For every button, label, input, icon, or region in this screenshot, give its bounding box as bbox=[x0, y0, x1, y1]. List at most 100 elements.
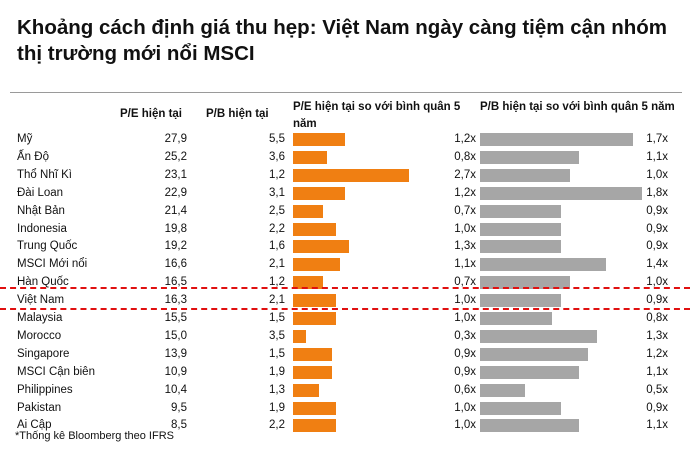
pb-relative-bar bbox=[480, 133, 633, 146]
pb-value: 1,2 bbox=[269, 276, 285, 289]
country-name: MSCI Mới nổi bbox=[17, 258, 88, 271]
pe-relative-bar bbox=[293, 222, 336, 236]
pe-relative-label: 2,7x bbox=[454, 168, 476, 181]
pe-value: 27,9 bbox=[164, 133, 187, 145]
table-row: Ai Cập 8,5 2,2 1,0x 1,1x bbox=[0, 417, 690, 434]
country-name: Ấn Độ bbox=[17, 150, 49, 163]
pb-relative-label: 1,3x bbox=[646, 329, 668, 342]
table-row: MSCI Cận biên 10,9 1,9 0,9x 1,1x bbox=[0, 364, 690, 381]
pb-relative-label: 1,8x bbox=[646, 186, 668, 199]
pb-relative-bar bbox=[480, 168, 570, 182]
pe-relative-bar bbox=[293, 401, 336, 415]
pb-value: 1,2 bbox=[269, 168, 285, 181]
pe-relative-label: 0,7x bbox=[454, 204, 476, 217]
country-name: Singapore bbox=[17, 347, 70, 360]
header-pb: P/B hiện tại bbox=[206, 108, 269, 120]
pb-value: 5,5 bbox=[269, 133, 285, 145]
pe-relative-label: 0,9x bbox=[454, 347, 476, 360]
table-row: Philippines 10,4 1,3 0,6x 0,5x bbox=[0, 382, 690, 399]
pe-value: 23,1 bbox=[164, 168, 187, 181]
country-name: Đài Loan bbox=[17, 186, 64, 199]
pb-relative-label: 1,1x bbox=[646, 150, 668, 163]
country-name: Philippines bbox=[17, 383, 73, 396]
pb-relative-bar bbox=[480, 329, 597, 343]
pe-value: 16,5 bbox=[164, 276, 187, 289]
pb-relative-bar bbox=[480, 419, 579, 433]
pb-relative-label: 1,1x bbox=[646, 365, 668, 378]
pe-relative-bar bbox=[293, 419, 336, 433]
pe-relative-label: 1,2x bbox=[454, 186, 476, 199]
pb-relative-bar bbox=[480, 347, 588, 361]
pb-value: 1,3 bbox=[269, 383, 285, 396]
pb-value: 3,1 bbox=[269, 186, 285, 199]
pb-relative-label: 0,9x bbox=[646, 401, 668, 414]
pe-relative-label: 1,1x bbox=[454, 258, 476, 271]
pb-relative-label: 0,9x bbox=[646, 240, 668, 253]
pe-value: 22,9 bbox=[164, 186, 187, 199]
pe-value: 8,5 bbox=[171, 419, 187, 432]
pb-value: 1,6 bbox=[269, 240, 285, 253]
pe-relative-bar bbox=[293, 204, 324, 218]
country-name: Hàn Quốc bbox=[17, 276, 69, 289]
pe-value: 9,5 bbox=[171, 401, 187, 414]
pb-relative-bar bbox=[480, 222, 561, 236]
header-rule bbox=[10, 92, 682, 93]
pe-relative-bar bbox=[293, 133, 345, 146]
country-name: MSCI Cận biên bbox=[17, 365, 95, 378]
pe-value: 19,8 bbox=[164, 222, 187, 235]
country-name: Malaysia bbox=[17, 312, 63, 324]
table-row: Malaysia 15,5 1,5 1,0x 0,8x bbox=[0, 310, 690, 327]
chart-title: Khoảng cách định giá thu hẹp: Việt Nam n… bbox=[17, 16, 668, 65]
pb-value: 2,5 bbox=[269, 204, 285, 217]
pb-value: 3,6 bbox=[269, 150, 285, 163]
pe-relative-bar bbox=[293, 240, 349, 254]
table-row: Indonesia 19,8 2,2 1,0x 0,9x bbox=[0, 221, 690, 238]
pb-relative-bar bbox=[480, 383, 525, 397]
pb-relative-label: 0,5x bbox=[646, 383, 668, 396]
country-name: Morocco bbox=[17, 329, 62, 342]
table-row: Pakistan 9,5 1,9 1,0x 0,9x bbox=[0, 400, 690, 417]
pe-relative-bar bbox=[293, 258, 341, 272]
pe-relative-label: 1,0x bbox=[454, 401, 476, 414]
pe-value: 10,4 bbox=[164, 383, 187, 396]
pe-relative-label: 1,3x bbox=[454, 240, 476, 253]
pb-relative-label: 1,4x bbox=[646, 258, 668, 271]
pe-relative-label: 0,3x bbox=[454, 329, 476, 342]
header-pb-relative: P/B hiện tại so với bình quân 5 năm bbox=[480, 101, 675, 113]
pb-value: 2,2 bbox=[269, 419, 285, 432]
pb-relative-bar bbox=[480, 312, 552, 325]
table-row: Hàn Quốc 16,5 1,2 0,7x 1,0x bbox=[0, 274, 690, 291]
table-row: Singapore 13,9 1,5 0,9x 1,2x bbox=[0, 346, 690, 363]
pe-relative-label: 1,0x bbox=[454, 312, 476, 324]
pe-relative-bar bbox=[293, 347, 332, 361]
pb-relative-bar bbox=[480, 240, 561, 254]
pe-relative-bar bbox=[293, 365, 332, 379]
table-row: Trung Quốc 19,2 1,6 1,3x 0,9x bbox=[0, 238, 690, 255]
pb-relative-bar bbox=[480, 150, 579, 164]
pb-value: 1,5 bbox=[269, 347, 285, 360]
pe-value: 15,0 bbox=[164, 329, 187, 342]
pb-relative-label: 1,7x bbox=[646, 133, 668, 145]
pe-relative-bar bbox=[293, 329, 306, 343]
pe-relative-bar bbox=[293, 383, 319, 397]
pe-relative-bar bbox=[293, 186, 345, 200]
pe-relative-label: 1,0x bbox=[454, 419, 476, 432]
pb-relative-label: 0,9x bbox=[646, 204, 668, 217]
country-name: Mỹ bbox=[17, 133, 33, 145]
header-pe-relative: P/E hiện tại so với bình quân 5 năm bbox=[293, 101, 461, 130]
pb-relative-label: 0,9x bbox=[646, 294, 668, 307]
table-row: Ấn Độ 25,2 3,6 0,8x 1,1x bbox=[0, 149, 690, 166]
pe-relative-label: 1,2x bbox=[454, 133, 476, 145]
pe-relative-bar bbox=[293, 276, 324, 290]
pe-relative-label: 1,0x bbox=[454, 294, 476, 307]
pb-relative-label: 1,2x bbox=[646, 347, 668, 360]
table-row: Mỹ 27,9 5,5 1,2x 1,7x bbox=[0, 131, 690, 148]
pb-relative-label: 0,8x bbox=[646, 312, 668, 324]
pb-relative-bar bbox=[480, 294, 561, 308]
highlight-line-bottom bbox=[0, 308, 690, 310]
pe-relative-bar bbox=[293, 294, 336, 308]
pb-relative-label: 1,1x bbox=[646, 419, 668, 432]
pb-relative-bar bbox=[480, 276, 570, 290]
pb-value: 2,1 bbox=[269, 294, 285, 307]
pe-relative-bar bbox=[293, 150, 328, 164]
